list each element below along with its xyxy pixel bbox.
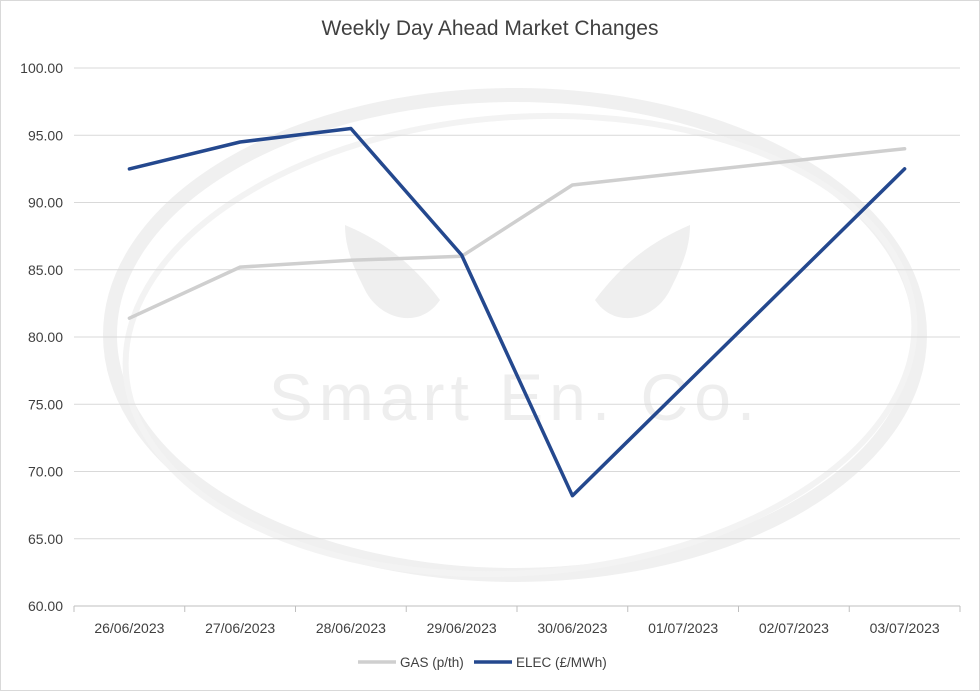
y-tick-label: 90.00: [28, 195, 63, 211]
gridlines: [74, 67, 960, 540]
x-tick-label: 02/07/2023: [759, 620, 829, 636]
legend: GAS (p/th) ELEC (£/MWh): [358, 655, 607, 670]
legend-label: ELEC (£/MWh): [516, 655, 607, 670]
y-axis-tick-labels: 60.00 65.00 70.00 75.00 80.00 85.00 90.00 95.00…: [20, 60, 63, 614]
y-tick-label: 70.00: [28, 464, 63, 480]
series-line-gas: [127, 146, 907, 320]
y-tick-label: 75.00: [28, 396, 63, 412]
watermark-logo: Smart En. Co.: [103, 88, 927, 582]
y-tick-label: 100.00: [20, 60, 63, 76]
x-tick-label: 28/06/2023: [316, 620, 386, 636]
y-tick-label: 65.00: [28, 531, 63, 547]
x-axis: 26/06/2023 27/06/2023 28/06/2023 29/06/2023…: [73, 605, 961, 636]
y-tick-label: 95.00: [28, 127, 63, 143]
x-tick-label: 29/06/2023: [427, 620, 497, 636]
x-tick-label: 26/06/2023: [94, 620, 164, 636]
y-tick-label: 85.00: [28, 262, 63, 278]
y-tick-label: 60.00: [28, 598, 63, 614]
x-tick-label: 27/06/2023: [205, 620, 275, 636]
x-tick-label: 30/06/2023: [537, 620, 607, 636]
x-tick-label: 03/07/2023: [870, 620, 940, 636]
x-tick-label: 01/07/2023: [648, 620, 718, 636]
legend-label: GAS (p/th): [400, 655, 464, 670]
series-lines: [127, 126, 907, 498]
y-tick-label: 80.00: [28, 329, 63, 345]
series-line-elec: [127, 126, 907, 498]
chart-title: Weekly Day Ahead Market Changes: [321, 17, 659, 40]
